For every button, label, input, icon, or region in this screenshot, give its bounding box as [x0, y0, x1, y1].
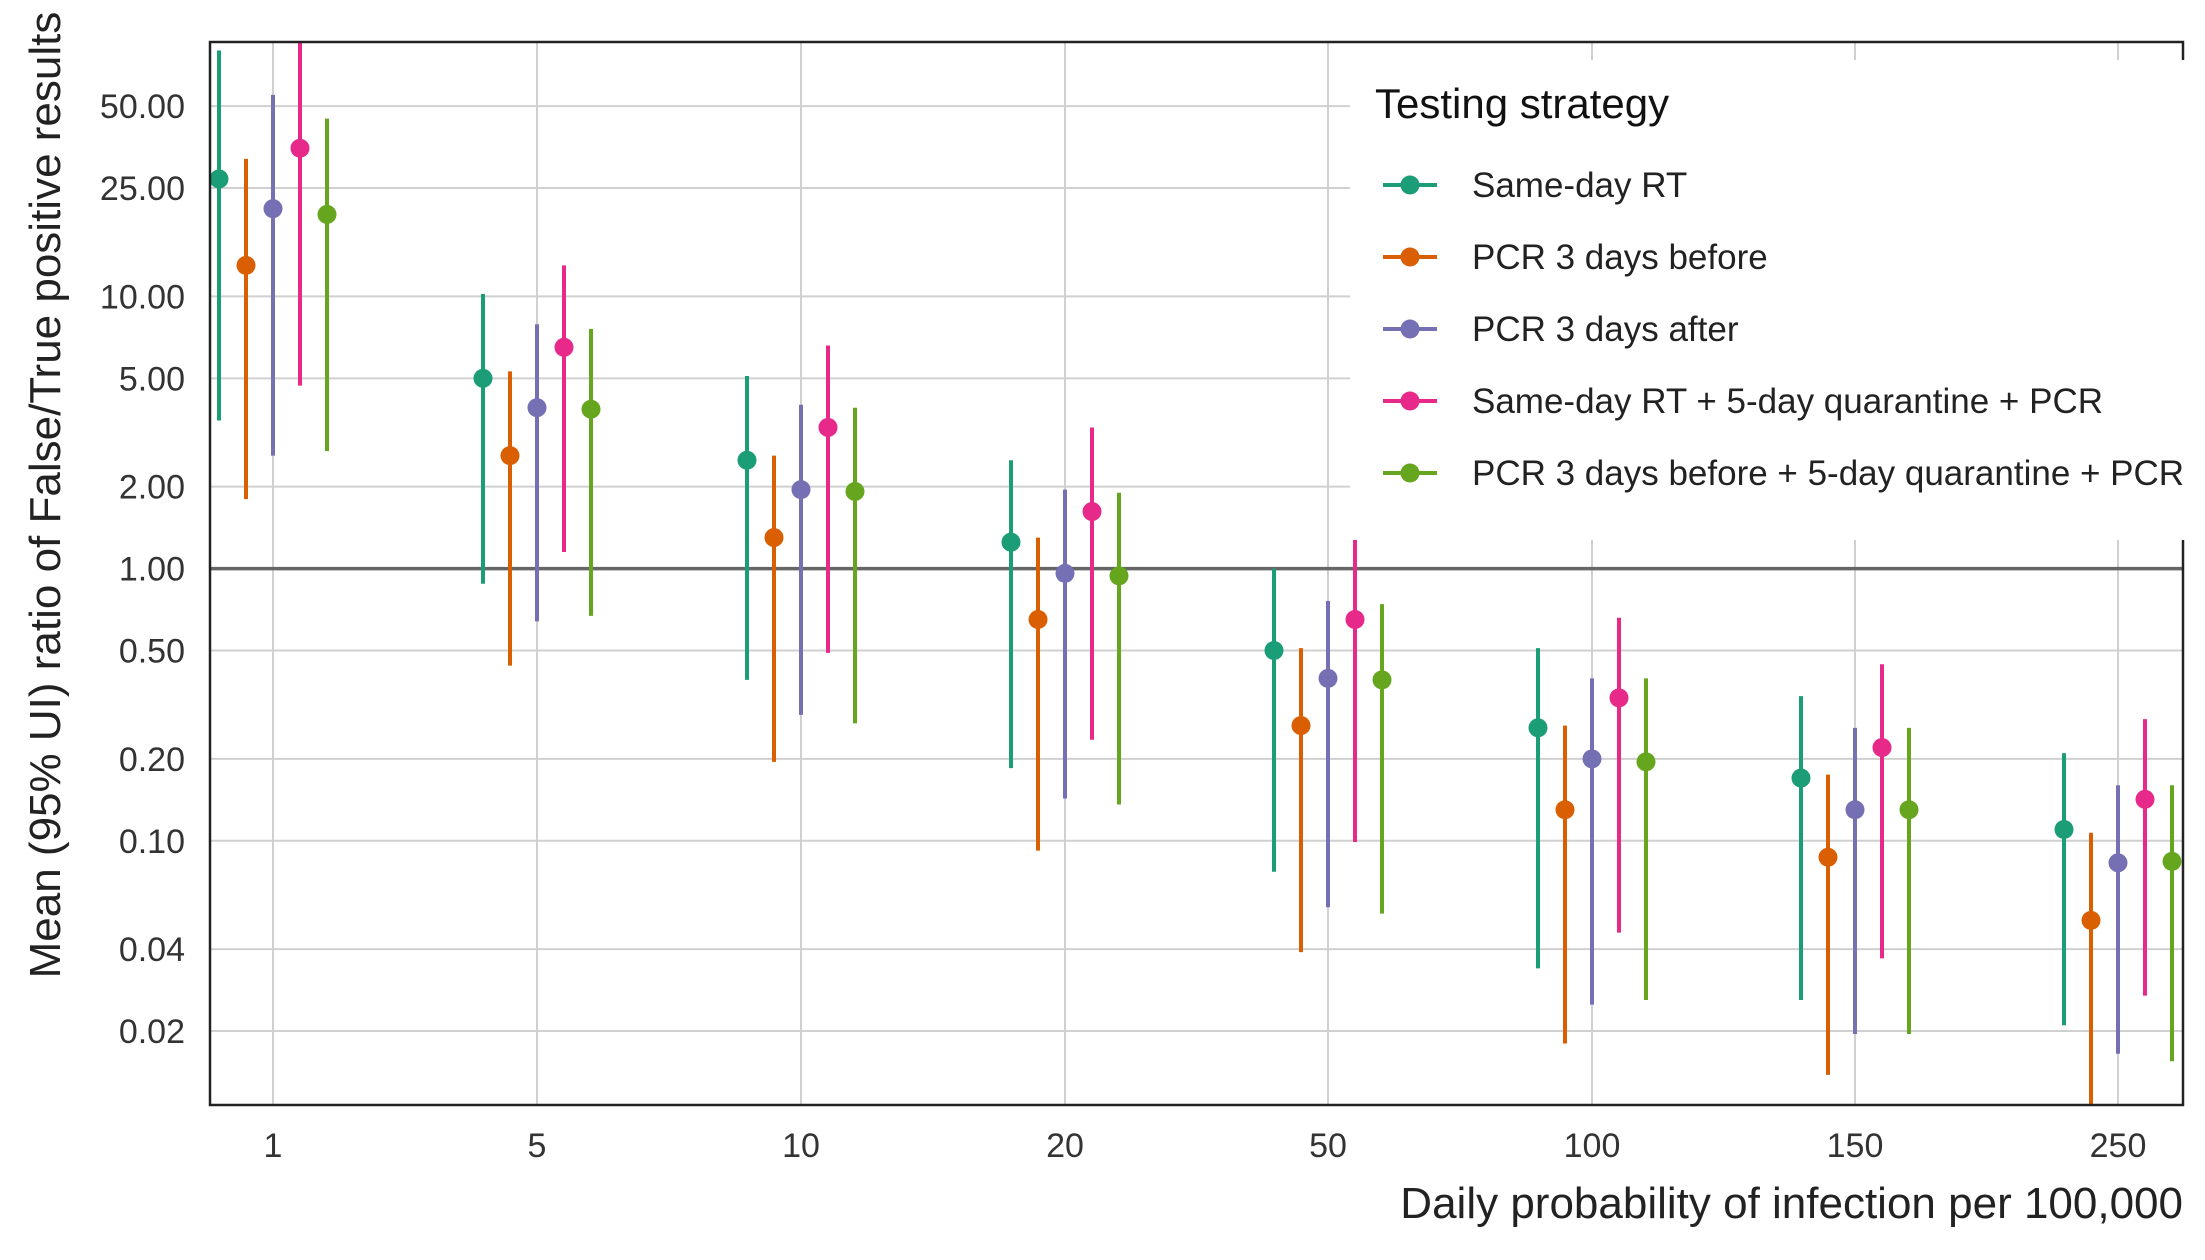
- y-tick-label: 2.00: [119, 469, 185, 507]
- plot-area: 0.02 0.04 0.10 0.20 0.50 1.00 2.00 5.00 10.00 25.…: [100, 40, 2185, 1165]
- legend-marker: [1400, 175, 1420, 195]
- data-point: [263, 199, 283, 219]
- series-group: [290, 42, 2155, 996]
- x-tick-label: 5: [528, 1127, 547, 1165]
- legend-background: [1350, 60, 2190, 540]
- x-tick-label: 1: [264, 1127, 283, 1165]
- data-point: [236, 255, 256, 275]
- y-tick-label: 10.00: [100, 278, 185, 316]
- y-axis-title: Mean (95% UI) ratio of False/True positi…: [21, 12, 70, 979]
- legend-entry: PCR 3 days before: [1472, 238, 1768, 277]
- series-group: [263, 94, 2128, 1054]
- y-tick-label: 1.00: [119, 551, 185, 589]
- data-point: [1582, 749, 1602, 769]
- x-tick-label: 50: [1309, 1127, 1347, 1165]
- data-point: [1845, 800, 1865, 820]
- data-point: [1028, 610, 1048, 630]
- data-point: [1318, 668, 1338, 688]
- data-point: [1345, 610, 1365, 630]
- series-group: [236, 158, 2101, 1105]
- legend-entry: PCR 3 days after: [1472, 310, 1739, 349]
- data-point: [791, 480, 811, 500]
- data-point: [2054, 820, 2074, 840]
- data-point: [764, 528, 784, 548]
- legend-marker: [1400, 391, 1420, 411]
- data-point: [1555, 800, 1575, 820]
- series-group: [317, 118, 2182, 1062]
- y-tick-label: 50.00: [100, 88, 185, 126]
- x-axis-title: Daily probability of infection per 100,0…: [1400, 1179, 2183, 1228]
- data-point: [554, 337, 574, 357]
- y-tick-label: 0.02: [119, 1013, 185, 1051]
- legend-title: Testing strategy: [1375, 80, 1669, 127]
- data-point: [1082, 502, 1102, 522]
- data-point: [1291, 716, 1311, 736]
- data-point: [1528, 718, 1548, 738]
- y-tick-label: 0.20: [119, 741, 185, 779]
- data-point: [737, 450, 757, 470]
- data-point: [1872, 738, 1892, 758]
- x-tick-label: 10: [782, 1127, 820, 1165]
- data-point: [473, 368, 493, 388]
- data-point: [527, 398, 547, 418]
- data-point: [1818, 847, 1838, 867]
- data-point: [290, 138, 310, 158]
- x-tick-label: 250: [2090, 1127, 2147, 1165]
- y-tick-label: 5.00: [119, 360, 185, 398]
- legend-marker: [1400, 319, 1420, 339]
- plot-border: [208, 40, 2185, 1107]
- data-point: [2135, 789, 2155, 809]
- data-point: [581, 399, 601, 419]
- x-tick-label: 150: [1827, 1127, 1884, 1165]
- y-tick-label: 0.50: [119, 633, 185, 671]
- legend: Testing strategy Same-day RT PCR 3 days b…: [1350, 60, 2190, 540]
- data-point: [1264, 641, 1284, 661]
- data-point: [1791, 768, 1811, 788]
- legend-entry: Same-day RT + 5-day quarantine + PCR: [1472, 382, 2103, 421]
- series-group: [209, 50, 2074, 1026]
- y-tick-label: 0.10: [119, 823, 185, 861]
- data-point: [1372, 670, 1392, 690]
- data-point: [317, 204, 337, 224]
- data-point: [845, 481, 865, 501]
- data-point: [2081, 910, 2101, 930]
- data-point: [500, 446, 520, 466]
- y-tick-label: 25.00: [100, 170, 185, 208]
- legend-entry: PCR 3 days before + 5-day quarantine + P…: [1472, 454, 2184, 493]
- legend-marker: [1400, 463, 1420, 483]
- data-point: [2162, 851, 2182, 871]
- x-tick-label: 100: [1564, 1127, 1621, 1165]
- data-point: [1109, 566, 1129, 586]
- y-tick-label: 0.04: [119, 931, 185, 969]
- data-point: [1899, 800, 1919, 820]
- data-point: [2108, 853, 2128, 873]
- x-tick-label: 20: [1046, 1127, 1084, 1165]
- data-point: [1055, 563, 1075, 583]
- data-point: [1001, 532, 1021, 552]
- data-point: [818, 417, 838, 437]
- data-point: [1636, 752, 1656, 772]
- legend-entry: Same-day RT: [1472, 166, 1687, 205]
- legend-marker: [1400, 247, 1420, 267]
- data-point: [209, 169, 229, 189]
- data-point: [1609, 688, 1629, 708]
